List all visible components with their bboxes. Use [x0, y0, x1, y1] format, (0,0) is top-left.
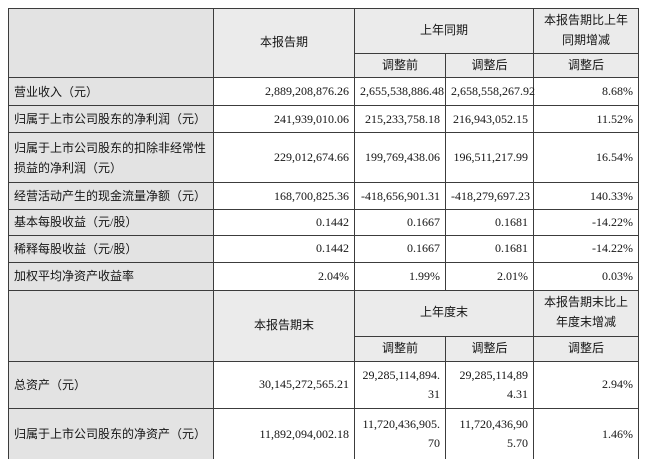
value-change: 2.94%: [533, 360, 640, 409]
value-after-adjust: 2.01%: [444, 261, 535, 291]
value-current: 2.04%: [213, 261, 355, 291]
value-before-adjust: 11,720,436,905.70: [354, 407, 446, 459]
value-before-adjust: 199,769,438.06: [354, 132, 446, 184]
value-change: 8.68%: [533, 77, 640, 107]
header-before-adjust: 调整前: [354, 52, 446, 79]
header-before-adjust: 调整前: [354, 335, 446, 362]
header-change-after-adjust: 调整后: [533, 52, 640, 79]
value-before-adjust: 2,655,538,886.48: [354, 77, 446, 107]
value-before-adjust: 0.1667: [354, 209, 446, 236]
table-row-net-assets: 归属于上市公司股东的净资产（元） 11,892,094,002.18 11,72…: [8, 407, 640, 459]
value-after-adjust: 216,943,052.15: [444, 105, 535, 134]
row-label: 总资产（元）: [8, 360, 214, 409]
value-current: 2,889,208,876.26: [213, 77, 355, 107]
row-label: 经营活动产生的现金流量净额（元）: [8, 182, 214, 211]
header-change-after-adjust: 调整后: [533, 335, 640, 362]
value-current: 0.1442: [213, 234, 355, 263]
table-row-basic-eps: 基本每股收益（元/股） 0.1442 0.1667 0.1681 -14.22%: [8, 209, 640, 236]
table-row-operating-cash-flow: 经营活动产生的现金流量净额（元） 168,700,825.36 -418,656…: [8, 182, 640, 211]
corner-cell: [8, 7, 214, 79]
header-row-adjust: 调整前 调整后 调整后: [9, 52, 640, 79]
header-after-adjust: 调整后: [444, 335, 535, 362]
value-current: 229,012,674.66: [213, 132, 355, 184]
value-after-adjust: 29,285,114,894.31: [444, 360, 535, 409]
row-label: 加权平均净资产收益率: [8, 261, 214, 291]
table-row-total-assets: 总资产（元） 30,145,272,565.21 29,285,114,894.…: [8, 360, 640, 409]
value-change: 0.03%: [533, 261, 640, 291]
value-before-adjust: 29,285,114,894.31: [354, 360, 446, 409]
table-row-weighted-avg-roe: 加权平均净资产收益率 2.04% 1.99% 2.01% 0.03%: [8, 261, 640, 291]
value-before-adjust: 0.1667: [354, 234, 446, 263]
value-current: 11,892,094,002.18: [213, 407, 355, 459]
row-label: 归属于上市公司股东的净资产（元）: [8, 407, 214, 459]
header-row-period-end: 本报告期末 上年度末 本报告期末比上年度末增减: [8, 289, 640, 362]
value-change: 11.52%: [533, 105, 640, 134]
row-label: 营业收入（元）: [8, 77, 214, 107]
header-prior-period-group: 上年同期: [353, 8, 535, 54]
corner-cell: [8, 289, 214, 362]
row-label: 归属于上市公司股东的净利润（元）: [8, 105, 214, 134]
value-after-adjust: -418,279,697.23: [444, 182, 535, 211]
value-after-adjust: 0.1681: [444, 234, 535, 263]
header-row-period: 本报告期 上年同期 本报告期比上年同期增减: [8, 7, 640, 79]
value-change: -14.22%: [533, 234, 640, 263]
value-current: 241,939,010.06: [213, 105, 355, 134]
header-current-period-end: 本报告期末: [213, 289, 355, 362]
value-before-adjust: 215,233,758.18: [354, 105, 446, 134]
value-after-adjust: 0.1681: [444, 209, 535, 236]
value-after-adjust: 196,511,217.99: [444, 132, 535, 184]
header-current-period: 本报告期: [213, 7, 355, 79]
header-after-adjust: 调整后: [444, 52, 535, 79]
row-label: 稀释每股收益（元/股）: [8, 234, 214, 263]
value-change: 140.33%: [533, 182, 640, 211]
table-row-diluted-eps: 稀释每股收益（元/股） 0.1442 0.1667 0.1681 -14.22%: [8, 234, 640, 263]
value-before-adjust: -418,656,901.31: [354, 182, 446, 211]
header-change-group-end: 本报告期末比上年度末增减: [533, 289, 640, 337]
value-after-adjust: 2,658,558,267.92: [444, 77, 535, 107]
table-row-net-profit-excl-nonrecurring: 归属于上市公司股东的扣除非经常性损益的净利润（元） 229,012,674.66…: [8, 132, 640, 184]
table-row-net-profit: 归属于上市公司股东的净利润（元） 241,939,010.06 215,233,…: [8, 105, 640, 134]
value-current: 0.1442: [213, 209, 355, 236]
value-change: 16.54%: [533, 132, 640, 184]
table-row-revenue: 营业收入（元） 2,889,208,876.26 2,655,538,886.4…: [8, 77, 640, 107]
header-change-group: 本报告期比上年同期增减: [533, 8, 640, 54]
value-change: -14.22%: [533, 209, 640, 236]
value-current: 168,700,825.36: [213, 182, 355, 211]
row-label: 基本每股收益（元/股）: [8, 209, 214, 236]
header-prior-year-end-group: 上年度末: [353, 289, 535, 337]
value-before-adjust: 1.99%: [354, 261, 446, 291]
row-label: 归属于上市公司股东的扣除非经常性损益的净利润（元）: [8, 132, 214, 184]
value-change: 1.46%: [533, 407, 640, 459]
header-row-adjust-end: 调整前 调整后 调整后: [9, 335, 640, 362]
value-after-adjust: 11,720,436,905.70: [444, 407, 535, 459]
key-financial-data-table: 本报告期 上年同期 本报告期比上年同期增减 调整前 调整后 调整后 营业收入（元…: [8, 7, 640, 459]
value-current: 30,145,272,565.21: [213, 360, 355, 409]
